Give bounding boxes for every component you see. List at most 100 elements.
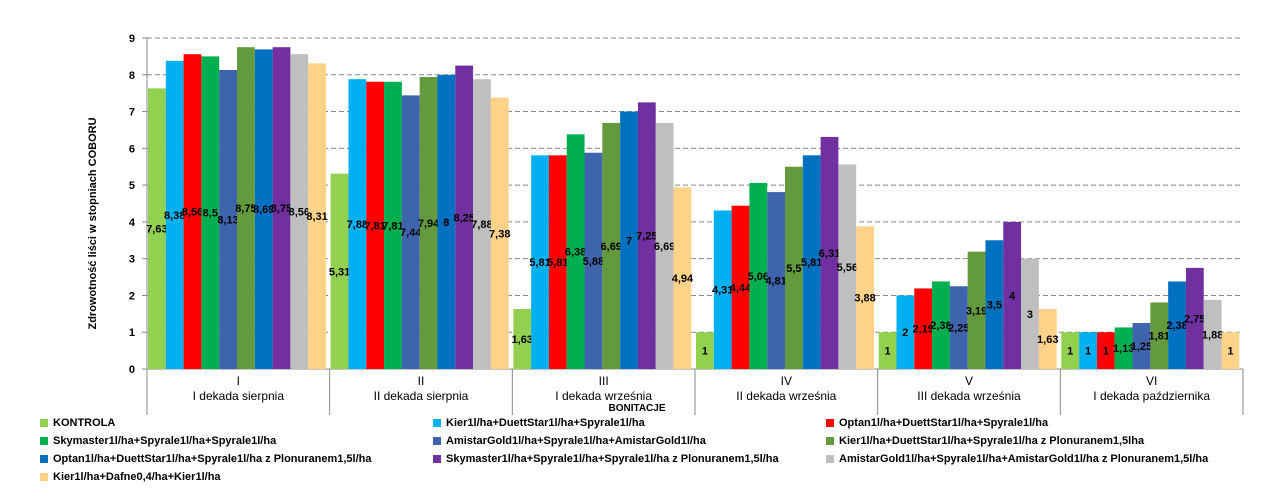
legend-swatch (40, 419, 48, 427)
bar (272, 47, 291, 369)
legend-swatch (826, 455, 834, 463)
y-axis-title: Zdrowotność liści w stopniach COBORU (87, 117, 99, 329)
bar (473, 79, 491, 370)
data-label: 4,44 (730, 282, 752, 294)
y-tick-label: 1 (129, 327, 135, 339)
bar (1096, 332, 1115, 369)
bar (749, 182, 768, 369)
legend-item: Skymaster1l/ha+Spyrale1l/ha+Spyrale1l/ha (40, 435, 276, 447)
bar (767, 192, 785, 369)
bar (308, 63, 326, 369)
category-label: I dekada września (555, 389, 652, 403)
bar (967, 251, 986, 369)
legend-swatch (433, 437, 441, 445)
bar (531, 155, 549, 369)
data-label: 2,25 (948, 323, 969, 335)
data-label: 6,69 (601, 241, 622, 253)
legend-label: Optan1l/ha+DuettStar1l/ha+Spyrale1l/ha z… (53, 453, 372, 465)
category-label: I dekada sierpnia (193, 389, 285, 403)
legend-label: KONTROLA (53, 417, 116, 429)
bar (455, 65, 474, 369)
bar (985, 240, 1004, 369)
bar (1168, 281, 1186, 369)
y-tick-label: 4 (129, 217, 136, 229)
category-label-roman: I (237, 374, 240, 388)
data-label: 8,75 (235, 203, 256, 215)
data-label: 8,25 (453, 212, 474, 224)
legend-label: Kier1l/ha+Dafne0,4/ha+Kier1l/ha (53, 471, 221, 483)
data-label: 4 (1009, 290, 1016, 302)
y-tick-label: 3 (129, 254, 135, 266)
data-label: 2,19 (912, 324, 933, 336)
data-label: 7,94 (418, 218, 440, 230)
bar (1221, 332, 1240, 369)
bar (1079, 332, 1097, 369)
bar (384, 81, 402, 369)
data-label: 4,94 (672, 273, 694, 285)
bar (802, 155, 821, 369)
data-label: 8,56 (289, 207, 310, 219)
bar (673, 187, 692, 369)
bar (602, 122, 621, 369)
legend-item: Kier1l/ha+DuettStar1l/ha+Spyrale1l/ha z … (826, 435, 1144, 447)
data-label: 7,88 (347, 219, 368, 231)
bar (1150, 302, 1169, 369)
data-label: 7,44 (400, 227, 422, 239)
bar (201, 56, 220, 370)
y-tick-label: 9 (129, 33, 135, 45)
bar (437, 74, 456, 370)
bar (1003, 221, 1022, 369)
legend-item: AmistarGold1l/ha+Spyrale1l/ha+AmistarGol… (433, 435, 706, 447)
bar (785, 166, 803, 369)
category-label-roman: IV (781, 374, 792, 388)
data-label: 5,81 (547, 257, 568, 269)
bar (1021, 258, 1039, 369)
data-label: 3 (1027, 309, 1033, 321)
legend-swatch (433, 455, 441, 463)
data-label: 5,81 (529, 257, 550, 269)
data-label: 2,38 (1166, 320, 1187, 332)
bar (1203, 299, 1222, 369)
bar (165, 60, 184, 370)
bar (254, 49, 273, 369)
data-label: 1 (1085, 346, 1091, 358)
category-label: I dekada października (1093, 389, 1210, 403)
data-label: 5,81 (801, 257, 822, 269)
bar (148, 88, 166, 369)
x-axis-title: BONITACJE (608, 403, 665, 414)
category-label-roman: V (965, 374, 973, 388)
data-label: 6,38 (565, 247, 586, 259)
bar (1061, 332, 1080, 369)
y-tick-label: 6 (129, 143, 135, 155)
data-label: 5,56 (837, 262, 858, 274)
bar (183, 54, 202, 369)
data-label: 1 (1103, 346, 1109, 358)
bar (620, 111, 638, 370)
data-label: 7,38 (489, 228, 510, 240)
data-label: 1,88 (1202, 329, 1223, 341)
data-label: 8 (443, 217, 449, 229)
legend-swatch (433, 419, 441, 427)
bar (949, 286, 968, 369)
legend-label: Skymaster1l/ha+Spyrale1l/ha+Spyrale1l/ha (53, 435, 277, 447)
data-label: 7,63 (146, 224, 167, 236)
bar (838, 164, 857, 369)
data-label: 4,31 (712, 285, 733, 297)
bar (637, 102, 656, 369)
legend-item: AmistarGold1l/ha+Spyrale1l/ha+AmistarGol… (826, 453, 1208, 465)
bar (1114, 327, 1133, 369)
data-label: 7,81 (364, 220, 385, 232)
data-label: 8,56 (182, 207, 203, 219)
bar (548, 155, 567, 369)
bar (731, 205, 750, 369)
legend-label: AmistarGold1l/ha+Spyrale1l/ha+AmistarGol… (446, 435, 706, 447)
data-label: 1,63 (512, 334, 533, 346)
legend-swatch (826, 419, 834, 427)
legend-label: Skymaster1l/ha+Spyrale1l/ha+Spyrale1l/ha… (446, 453, 779, 465)
data-label: 1 (1227, 346, 1233, 358)
bar (330, 173, 349, 369)
bar (566, 134, 585, 369)
legend-swatch (40, 455, 48, 463)
